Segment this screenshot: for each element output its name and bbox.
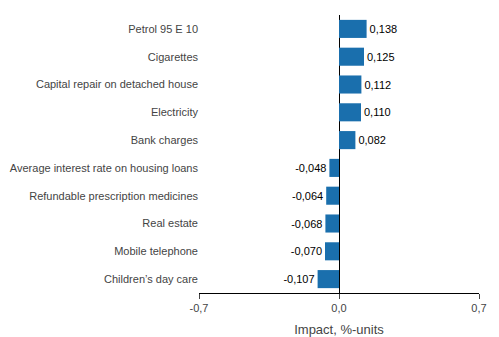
svg-text:Cigarettes: Cigarettes: [148, 51, 199, 63]
svg-text:Children’s day care: Children’s day care: [104, 273, 198, 285]
svg-text:Bank charges: Bank charges: [131, 134, 199, 146]
svg-text:Petrol 95 E 10: Petrol 95 E 10: [128, 23, 198, 35]
svg-text:-0,048: -0,048: [295, 162, 326, 174]
svg-text:-0,068: -0,068: [291, 218, 322, 230]
svg-text:Refundable prescription medici: Refundable prescription medicines: [29, 190, 198, 202]
svg-text:-0,107: -0,107: [283, 273, 314, 285]
svg-text:0,7: 0,7: [471, 302, 486, 314]
svg-text:0,082: 0,082: [358, 134, 386, 146]
svg-text:0,110: 0,110: [364, 106, 391, 118]
svg-text:Capital repair on detached hou: Capital repair on detached house: [36, 78, 198, 90]
svg-text:0,112: 0,112: [364, 79, 391, 91]
svg-text:-0,7: -0,7: [190, 302, 209, 314]
svg-text:Mobile telephone: Mobile telephone: [114, 245, 198, 257]
svg-text:0,125: 0,125: [367, 51, 395, 63]
svg-text:Average interest rate on housi: Average interest rate on housing loans: [10, 162, 199, 174]
svg-text:-0,064: -0,064: [292, 190, 323, 202]
svg-text:-0,070: -0,070: [291, 245, 322, 257]
svg-text:Impact, %-units: Impact, %-units: [294, 322, 384, 337]
svg-text:Real estate: Real estate: [142, 217, 198, 229]
svg-text:0,0: 0,0: [331, 302, 346, 314]
svg-text:0,138: 0,138: [370, 23, 398, 35]
svg-text:Electricity: Electricity: [151, 106, 199, 118]
